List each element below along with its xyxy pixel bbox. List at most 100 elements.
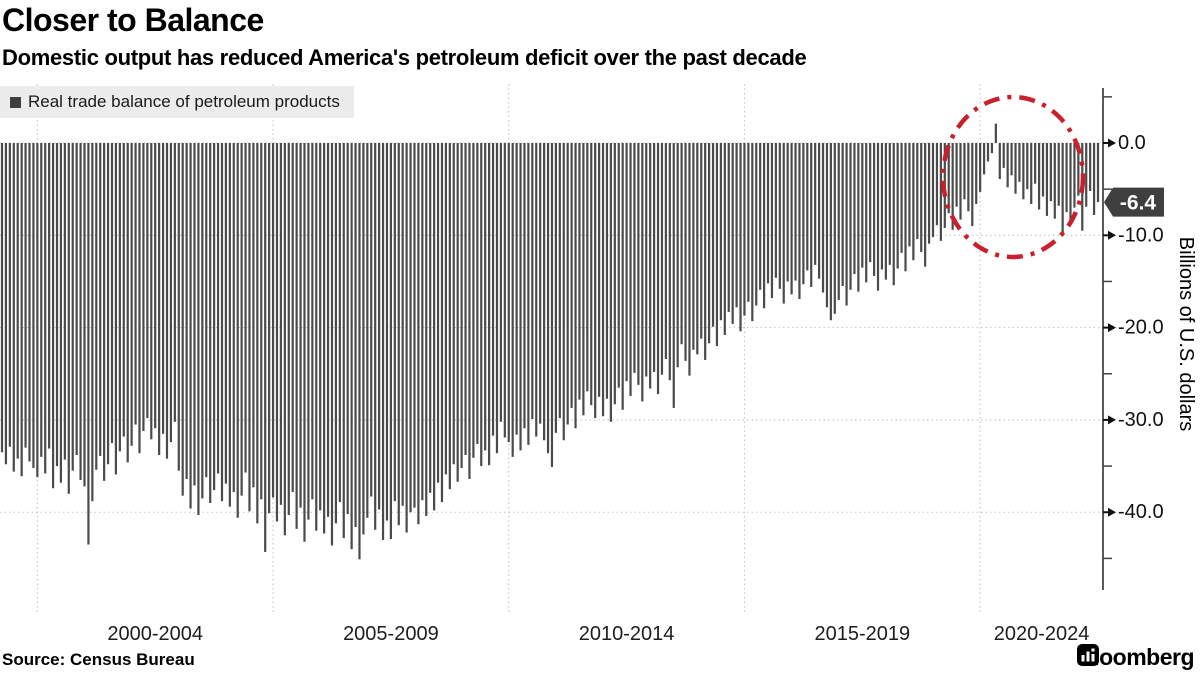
bar <box>154 143 157 429</box>
y-tick-label: 0.0 <box>1118 132 1146 154</box>
bar <box>633 143 636 373</box>
bar <box>527 143 530 445</box>
bar <box>1018 143 1021 182</box>
bar <box>122 143 125 437</box>
page-title: Closer to Balance <box>2 2 264 38</box>
bar <box>279 143 283 505</box>
bar <box>126 143 129 463</box>
bar <box>719 143 722 321</box>
bar <box>931 143 935 238</box>
bar <box>440 143 444 503</box>
bar <box>189 143 192 509</box>
bar <box>986 143 990 162</box>
bar <box>95 143 98 470</box>
bar <box>766 143 770 284</box>
bar <box>684 143 687 361</box>
bar <box>539 143 542 424</box>
bar <box>798 143 801 299</box>
bar <box>283 143 286 536</box>
bar <box>389 143 392 540</box>
bar <box>429 143 432 493</box>
bar <box>4 143 8 465</box>
bar <box>1057 143 1060 206</box>
bar <box>857 143 860 292</box>
bar <box>1077 143 1080 196</box>
bar <box>381 143 385 540</box>
bar <box>342 143 345 539</box>
bar <box>12 143 15 472</box>
bar <box>1096 143 1100 203</box>
bar <box>311 143 314 500</box>
bar <box>762 143 766 309</box>
bar <box>44 143 47 474</box>
bar <box>1006 143 1009 188</box>
bar <box>601 143 605 417</box>
bar <box>715 143 719 347</box>
bar <box>861 143 864 268</box>
bar <box>354 143 357 528</box>
bar <box>150 143 153 440</box>
bar <box>900 143 903 253</box>
x-axis-label: 2000-2004 <box>107 623 203 645</box>
bar <box>774 143 777 278</box>
bar <box>468 143 471 480</box>
bar <box>872 143 876 276</box>
bar <box>519 143 522 451</box>
bar <box>248 143 251 512</box>
bar <box>543 143 546 441</box>
last-value-badge <box>1104 187 1164 217</box>
bar <box>75 143 78 456</box>
bar <box>444 143 447 475</box>
bar <box>299 143 302 508</box>
bar <box>460 143 463 468</box>
bar <box>197 143 200 516</box>
bar <box>130 143 133 446</box>
bar <box>177 143 180 471</box>
bar <box>566 143 569 425</box>
bar <box>546 143 550 454</box>
bar <box>378 143 381 510</box>
bar <box>67 143 70 494</box>
bar <box>739 143 742 332</box>
bar <box>700 143 703 339</box>
bar <box>51 143 55 489</box>
bar <box>334 143 338 524</box>
bar <box>680 143 683 345</box>
bar <box>731 143 734 324</box>
bar <box>641 143 644 402</box>
bar <box>613 143 616 405</box>
bar <box>829 143 832 321</box>
bar <box>515 143 518 435</box>
bar <box>951 143 954 230</box>
bar <box>264 143 267 552</box>
bar <box>562 143 565 441</box>
chart-subtitle: Domestic output has reduced America's pe… <box>2 45 807 70</box>
bar <box>319 143 322 511</box>
bar <box>385 143 389 521</box>
bar <box>8 143 11 447</box>
bar <box>315 143 318 531</box>
bar <box>448 143 451 490</box>
bar <box>935 143 939 226</box>
bar <box>696 143 699 355</box>
bar <box>158 143 161 456</box>
y-tick-label: -40.0 <box>1118 501 1164 523</box>
bar <box>554 143 557 433</box>
bar <box>845 143 848 306</box>
bar <box>1002 143 1005 168</box>
bar <box>417 143 420 525</box>
bar <box>59 143 63 483</box>
x-axis-label: 2005-2009 <box>343 623 439 645</box>
bar <box>338 143 341 503</box>
bar <box>1034 143 1037 184</box>
bar <box>849 143 852 290</box>
bar <box>778 143 781 289</box>
bar <box>185 143 188 480</box>
bar <box>79 143 82 480</box>
branding: Bloomberg <box>1077 644 1194 671</box>
bar <box>821 143 825 293</box>
bar <box>574 143 577 429</box>
bar <box>998 143 1001 179</box>
bar <box>236 143 239 518</box>
